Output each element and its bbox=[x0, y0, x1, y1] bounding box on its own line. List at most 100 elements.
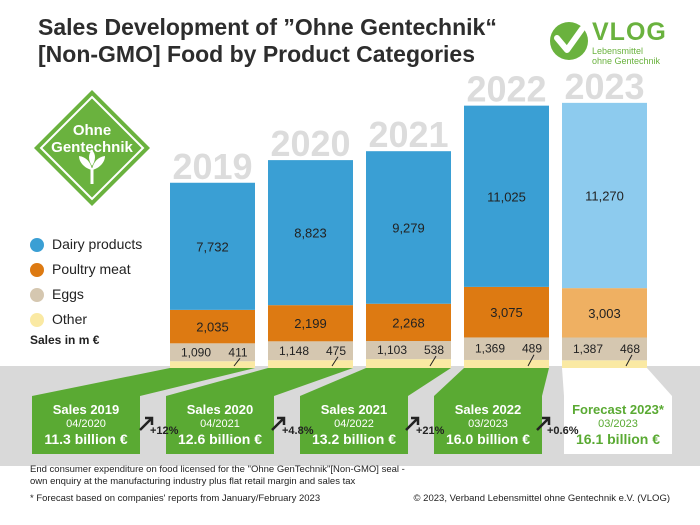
value-label-other: 411 bbox=[228, 345, 247, 359]
growth-arrow-icon bbox=[536, 416, 551, 431]
sales-box-title: Sales 2021 bbox=[320, 402, 388, 417]
value-label-dairy: 11,270 bbox=[585, 188, 624, 203]
value-label-other: 489 bbox=[522, 342, 542, 356]
legend-item-poultry: Poultry meat bbox=[30, 261, 230, 281]
value-label-other: 475 bbox=[326, 344, 346, 358]
bar-segment-eggs bbox=[170, 343, 255, 362]
connector-band bbox=[166, 368, 353, 396]
value-label-poultry: 3,075 bbox=[490, 305, 523, 320]
sales-box-value: 16.0 billion € bbox=[445, 431, 531, 447]
bar-segment-dairy bbox=[366, 151, 451, 304]
leader-line-other bbox=[527, 354, 535, 367]
value-label-dairy: 11,025 bbox=[487, 189, 526, 204]
sales-box-title: Forecast 2023* bbox=[572, 402, 664, 417]
growth-value: +21% bbox=[416, 425, 445, 437]
bar-segment-eggs bbox=[464, 337, 549, 360]
sales-box-title: Sales 2019 bbox=[52, 402, 120, 417]
sales-box-forecast-2023: Forecast 2023* 03/2023 16.1 billion € bbox=[564, 396, 672, 454]
growth-arrow-icon bbox=[139, 416, 154, 431]
bar-segment-other bbox=[170, 361, 255, 368]
legend-label-poultry: Poultry meat bbox=[52, 261, 131, 277]
bar-segment-other bbox=[268, 360, 353, 368]
value-label-poultry: 2,199 bbox=[294, 316, 327, 331]
value-label-dairy: 7,732 bbox=[196, 239, 229, 254]
value-label-poultry: 3,003 bbox=[588, 306, 621, 321]
bar-segment-poultry bbox=[170, 309, 255, 344]
legend-dot-eggs bbox=[30, 288, 44, 302]
growth-2021: +4.8% bbox=[268, 412, 314, 442]
logo-subtitle: Lebensmittel ohne Gentechnik bbox=[592, 46, 660, 66]
year-label: 2022 bbox=[466, 69, 546, 110]
bar-segment-poultry bbox=[268, 305, 353, 342]
copyright: © 2023, Verband Lebensmittel ohne Gentec… bbox=[413, 493, 670, 504]
sales-box-date: 03/2023 bbox=[468, 418, 508, 430]
bar-segment-poultry bbox=[464, 286, 549, 338]
leader-line-other bbox=[429, 355, 437, 367]
leader-line-other bbox=[331, 356, 339, 367]
growth-value: +0.6% bbox=[547, 425, 579, 437]
value-label-eggs: 1,103 bbox=[377, 343, 407, 357]
sales-box-title: Sales 2020 bbox=[186, 402, 254, 417]
value-label-eggs: 1,090 bbox=[181, 345, 211, 359]
logo-word: VLOG bbox=[592, 18, 667, 46]
value-label-other: 468 bbox=[620, 342, 640, 356]
growth-arrow-icon bbox=[271, 416, 286, 431]
bar-segment-eggs bbox=[366, 341, 451, 360]
badge-line-2: Gentechnik bbox=[51, 139, 133, 156]
sales-box-value: 12.6 billion € bbox=[177, 431, 263, 447]
growth-2023: +0.6% bbox=[533, 412, 579, 442]
legend-dot-dairy bbox=[30, 238, 44, 252]
year-label: 2021 bbox=[368, 114, 448, 155]
footnote-line-2: own enquiry at the manufacturing industr… bbox=[30, 476, 356, 487]
connector-band bbox=[300, 368, 451, 396]
chart-title: Sales Development of ”Ohne Gentechnik“ [… bbox=[38, 14, 508, 68]
vlog-logo: VLOG Lebensmittel ohne Gentechnik bbox=[548, 18, 688, 66]
year-label: 2019 bbox=[172, 146, 252, 187]
bar-segment-other bbox=[464, 359, 549, 368]
bar-segment-dairy bbox=[170, 182, 255, 310]
bar-segment-dairy bbox=[464, 105, 549, 287]
value-label-dairy: 9,279 bbox=[392, 220, 425, 235]
footnote-line-1: End consumer expenditure on food license… bbox=[30, 464, 405, 475]
footnote-line-3: * Forecast based on companies' reports f… bbox=[30, 493, 321, 504]
growth-arrow-icon bbox=[405, 416, 420, 431]
bar-segment-poultry bbox=[366, 303, 451, 342]
growth-2022: +21% bbox=[402, 412, 448, 442]
sales-box-2019: Sales 2019 04/2020 11.3 billion € bbox=[32, 396, 140, 454]
sales-box-date: 04/2020 bbox=[66, 418, 106, 430]
legend-item-eggs: Eggs bbox=[30, 286, 230, 306]
legend-dot-other bbox=[30, 313, 44, 327]
badge-line-1: Ohne bbox=[72, 122, 112, 139]
legend-item-other: Other bbox=[30, 311, 230, 331]
sales-box-value: 13.2 billion € bbox=[311, 431, 397, 447]
badge-diamond-icon bbox=[34, 90, 150, 206]
sales-box-value: 16.1 billion € bbox=[575, 431, 661, 447]
bar-segment-dairy bbox=[268, 160, 353, 306]
year-label: 2023 bbox=[564, 66, 644, 107]
connector-band bbox=[32, 368, 255, 396]
value-label-dairy: 8,823 bbox=[294, 226, 327, 241]
stacked-bar-chart: 2019 2,035 7,732 1,090 411 2020 2,199 8,823 1,14… bbox=[32, 66, 672, 396]
sales-box-2020: Sales 2020 04/2021 12.6 billion € bbox=[166, 396, 274, 454]
value-label-eggs: 1,387 bbox=[573, 342, 603, 356]
leader-line-other bbox=[233, 357, 241, 367]
growth-2020: +12% bbox=[136, 412, 182, 442]
growth-value: +4.8% bbox=[282, 425, 314, 437]
logo-subtitle-line-1: Lebensmittel bbox=[592, 46, 644, 56]
growth-value: +12% bbox=[150, 425, 179, 437]
legend-label-dairy: Dairy products bbox=[52, 236, 143, 252]
sales-box-date: 04/2022 bbox=[334, 418, 374, 430]
leader-line-other bbox=[625, 354, 633, 367]
logo-subtitle-line-2: ohne Gentechnik bbox=[592, 56, 661, 66]
sales-box-value: 11.3 billion € bbox=[44, 431, 128, 447]
bar-segment-dairy bbox=[562, 102, 647, 289]
value-label-eggs: 1,148 bbox=[279, 344, 309, 358]
bar-segment-poultry bbox=[562, 288, 647, 338]
connector-band bbox=[562, 368, 672, 396]
connector-band bbox=[434, 368, 549, 396]
value-label-eggs: 1,369 bbox=[475, 342, 505, 356]
sales-box-date: 04/2021 bbox=[200, 418, 240, 430]
sales-box-2021: Sales 2021 04/2022 13.2 billion € bbox=[300, 396, 408, 454]
year-label: 2020 bbox=[270, 123, 350, 164]
legend-dot-poultry bbox=[30, 263, 44, 277]
